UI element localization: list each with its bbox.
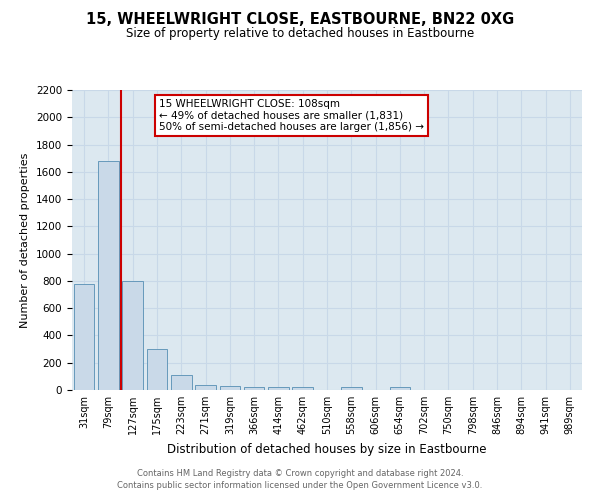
Text: 15 WHEELWRIGHT CLOSE: 108sqm
← 49% of detached houses are smaller (1,831)
50% of: 15 WHEELWRIGHT CLOSE: 108sqm ← 49% of de… xyxy=(158,99,424,132)
Bar xyxy=(244,388,265,390)
Bar xyxy=(268,388,289,390)
Bar xyxy=(220,386,240,390)
X-axis label: Distribution of detached houses by size in Eastbourne: Distribution of detached houses by size … xyxy=(167,442,487,456)
Text: Contains public sector information licensed under the Open Government Licence v3: Contains public sector information licen… xyxy=(118,481,482,490)
Text: 15, WHEELWRIGHT CLOSE, EASTBOURNE, BN22 0XG: 15, WHEELWRIGHT CLOSE, EASTBOURNE, BN22 … xyxy=(86,12,514,28)
Bar xyxy=(98,161,119,390)
Text: Contains HM Land Registry data © Crown copyright and database right 2024.: Contains HM Land Registry data © Crown c… xyxy=(137,468,463,477)
Bar xyxy=(171,375,191,390)
Bar xyxy=(292,388,313,390)
Y-axis label: Number of detached properties: Number of detached properties xyxy=(20,152,31,328)
Bar xyxy=(146,349,167,390)
Bar xyxy=(389,388,410,390)
Bar xyxy=(341,388,362,390)
Bar xyxy=(74,284,94,390)
Bar xyxy=(195,384,216,390)
Text: Size of property relative to detached houses in Eastbourne: Size of property relative to detached ho… xyxy=(126,28,474,40)
Bar xyxy=(122,281,143,390)
